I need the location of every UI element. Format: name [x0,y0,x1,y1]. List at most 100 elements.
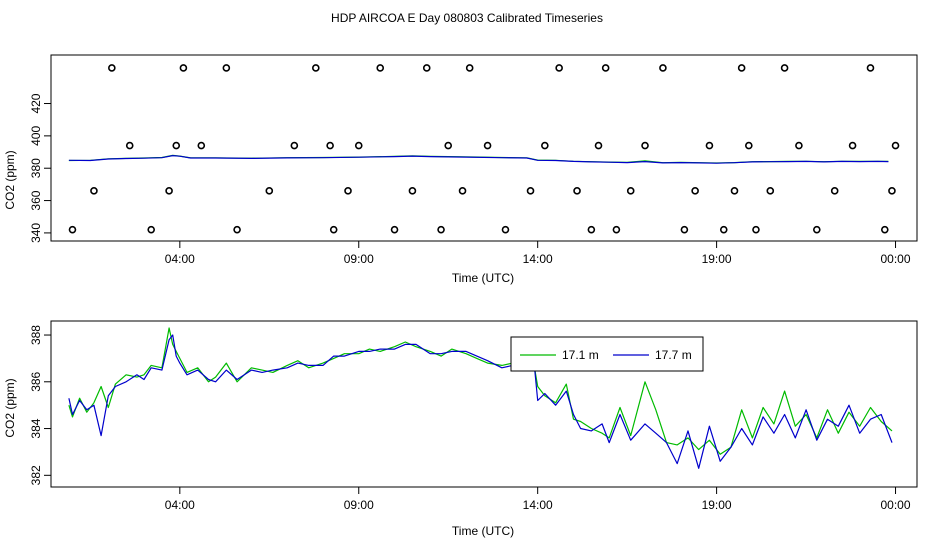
calibration-point [125,141,134,150]
y-tick-label: 384 [29,418,43,438]
top-tick-labels: 04:00 09:00 14:00 19:00 00:00 340 360 380 400 420 [29,93,911,266]
calibration-point [483,141,492,150]
calibration-point [848,141,857,150]
calibration-point [719,225,728,234]
top-plot-frame [50,54,918,242]
calibration-point [233,225,241,234]
calibration-point [745,141,753,150]
x-tick-label: 14:00 [523,252,553,266]
calibration-point [312,64,320,72]
series-line-17-1-m [68,327,893,455]
top-y-axis-label: CO2 (ppm) [3,150,17,209]
calibration-point [752,225,760,234]
figure-title: HDP AIRCOA E Day 080803 Calibrated Times… [331,11,603,25]
calibration-point [344,187,352,195]
calibration-point [376,64,385,72]
bottom-x-axis-label: Time (UTC) [452,524,514,538]
calibration-point [444,141,453,150]
calibration-point [326,141,334,150]
calibration-point [866,64,875,72]
calibration-point [197,141,206,150]
calibration-point [329,225,338,234]
calibration-point [290,141,299,150]
top-series-lines [68,154,889,164]
calibration-point [354,141,363,150]
calibration-point [705,141,714,150]
calibration-point [691,187,699,195]
top-x-axis-label: Time (UTC) [452,271,514,285]
x-tick-label: 04:00 [165,252,195,266]
calibration-point [437,225,445,234]
bottom-panel: 04:00 09:00 14:00 19:00 00:00 382 384 386 388 Ti… [3,320,918,538]
calibration-point [541,141,549,150]
y-tick-label: 420 [29,93,43,113]
legend-box [510,336,704,372]
top-panel: 04:00 09:00 14:00 19:00 00:00 340 360 380 400 420… [3,54,918,285]
y-tick-label: 340 [29,223,43,243]
calibration-point [179,64,188,72]
y-tick-label: 380 [29,158,43,178]
legend-label-17-1m: 17.1 m [562,348,599,362]
y-tick-label: 360 [29,190,43,210]
x-tick-label: 19:00 [702,252,732,266]
calibration-point [680,225,689,234]
calibration-point [555,64,563,72]
calibration-point [641,141,649,150]
bottom-y-axis-label: CO2 (ppm) [3,378,17,437]
calibration-point [465,64,474,72]
calibration-point [594,141,603,150]
x-tick-label: 19:00 [702,498,732,512]
calibration-point [659,64,667,72]
x-tick-label: 09:00 [344,252,374,266]
calibration-point [601,64,610,72]
calibration-point [422,64,431,72]
calibration-point [891,141,900,150]
calibration-point [780,64,789,72]
top-axis-ticks [44,103,897,248]
y-tick-label: 382 [29,465,43,485]
calibration-point [458,187,467,195]
calibration-point [390,225,399,234]
series-line-17-7-m [68,334,893,469]
calibration-point [501,225,510,234]
calibration-point [108,64,116,72]
bottom-series-lines [68,327,893,469]
calibration-point [766,187,775,195]
x-tick-label: 09:00 [344,498,374,512]
calibration-point [265,187,274,195]
x-tick-label: 14:00 [523,498,553,512]
calibration-point [222,64,231,72]
calibration-point [626,187,635,195]
legend: 17.1 m 17.7 m [510,336,704,372]
bottom-tick-labels: 04:00 09:00 14:00 19:00 00:00 382 384 386 388 [29,325,911,512]
y-tick-label: 388 [29,325,43,345]
series-line-1 [68,155,889,164]
calibration-point [526,187,535,195]
calibration-point [587,225,596,234]
calibration-point [880,225,889,234]
calibration-point [813,225,821,234]
calibration-point [172,141,181,150]
x-tick-label: 00:00 [881,252,911,266]
calibration-point [147,225,155,234]
y-tick-label: 400 [29,126,43,146]
y-tick-label: 386 [29,371,43,391]
calibration-point [730,187,739,195]
calibration-point [68,225,77,234]
calibration-point [830,187,839,195]
calibration-point [795,141,803,150]
bottom-plot-frame [50,320,918,488]
calibration-point [737,64,746,72]
calibration-point [888,187,896,195]
x-tick-label: 04:00 [165,498,195,512]
calibration-point [165,187,173,195]
calibration-point [612,225,621,234]
calibration-point [90,187,98,195]
x-tick-label: 00:00 [881,498,911,512]
bottom-axis-ticks [44,334,897,494]
legend-label-17-7m: 17.7 m [655,348,692,362]
calibration-point [573,187,581,195]
top-calibration-points [68,64,900,234]
calibration-point [408,187,417,195]
